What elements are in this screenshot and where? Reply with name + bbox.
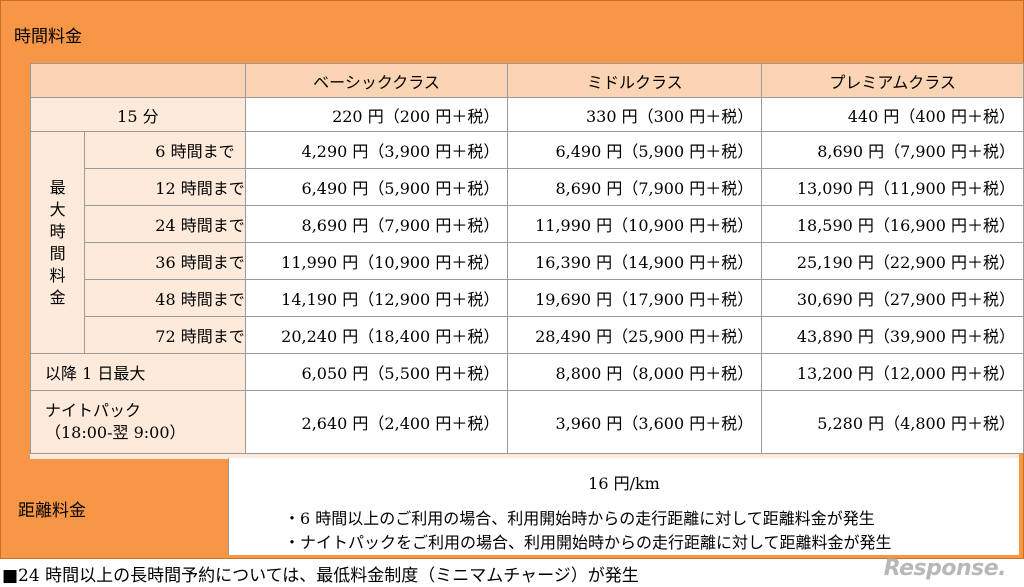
price-cell: 30,690 円（27,900 円＋税） xyxy=(761,279,1024,317)
row-max-24h: 24 時間まで 8,690 円（7,900 円＋税） 11,990 円（10,9… xyxy=(31,205,1024,243)
row-max-48h: 48 時間まで 14,190 円（12,900 円＋税） 19,690 円（17… xyxy=(31,279,1024,317)
row-max-36h: 36 時間まで 11,990 円（10,900 円＋税） 16,390 円（14… xyxy=(31,242,1024,280)
row-max-72h: 72 時間まで 20,240 円（18,400 円＋税） 28,490 円（25… xyxy=(31,316,1024,354)
daily-max-label: 以降 1 日最大 xyxy=(30,353,246,391)
row-label-15min: 15 分 xyxy=(30,97,246,132)
price-cell: 3,960 円（3,600 円＋税） xyxy=(507,390,763,454)
response-watermark-logo: Response. xyxy=(883,556,1007,581)
price-cell: 2,640 円（2,400 円＋税） xyxy=(244,390,509,454)
hourly-fee-table: ベーシッククラス ミドルクラス プレミアムクラス 15 分 220 円（200 … xyxy=(29,63,1024,454)
price-cell: 11,990 円（10,900 円＋税） xyxy=(507,205,763,243)
price-cell: 8,690 円（7,900 円＋税） xyxy=(761,131,1024,169)
row-max-12h: 12 時間まで 6,490 円（5,900 円＋税） 8,690 円（7,900… xyxy=(31,168,1024,206)
price-cell: 8,800 円（8,000 円＋税） xyxy=(507,353,763,391)
price-cell: 5,280 円（4,800 円＋税） xyxy=(761,390,1024,454)
vertical-label-char: 料 xyxy=(49,265,66,285)
duration-label: 12 時間まで xyxy=(84,168,246,206)
header-middle-class: ミドルクラス xyxy=(507,63,763,98)
vertical-label-char: 金 xyxy=(49,287,66,307)
row-15min: 15 分 220 円（200 円＋税） 330 円（300 円＋税） 440 円… xyxy=(30,97,1024,132)
night-pack-hours: （18:00-翌 9:00） xyxy=(45,423,186,442)
price-cell: 6,050 円（5,500 円＋税） xyxy=(244,353,509,391)
price-cell: 4,290 円（3,900 円＋税） xyxy=(244,131,509,169)
duration-label: 36 時間まで xyxy=(84,242,246,280)
duration-label: 48 時間まで xyxy=(84,279,246,317)
price-cell: 6,490 円（5,900 円＋税） xyxy=(507,131,763,169)
price-cell: 13,090 円（11,900 円＋税） xyxy=(761,168,1024,206)
price-cell: 13,200 円（12,000 円＋税） xyxy=(761,353,1024,391)
distance-fee-panel: 16 円/km ・6 時間以上のご利用の場合、利用開始時からの走行距離に対して距… xyxy=(228,458,1019,555)
price-cell: 18,590 円（16,900 円＋税） xyxy=(761,205,1024,243)
price-cell: 16,390 円（14,900 円＋税） xyxy=(507,242,763,280)
price-cell: 6,490 円（5,900 円＋税） xyxy=(244,168,509,206)
duration-label: 6 時間まで xyxy=(84,131,246,169)
night-pack-label: ナイトパック （18:00-翌 9:00） xyxy=(30,390,246,454)
price-cell: 20,240 円（18,400 円＋税） xyxy=(244,316,509,354)
price-cell: 440 円（400 円＋税） xyxy=(761,97,1024,132)
night-pack-name: ナイトパック xyxy=(45,401,142,420)
distance-fee-title: 距離料金 xyxy=(18,501,86,521)
vertical-label-char: 最 xyxy=(49,177,66,197)
distance-rate: 16 円/km xyxy=(588,474,660,493)
table-header-row: ベーシッククラス ミドルクラス プレミアムクラス xyxy=(30,63,1024,98)
header-premium-class: プレミアムクラス xyxy=(761,63,1024,98)
row-daily-max: 以降 1 日最大 6,050 円（5,500 円＋税） 8,800 円（8,00… xyxy=(30,353,1024,391)
header-corner xyxy=(30,63,246,98)
hourly-fee-title: 時間料金 xyxy=(14,27,82,47)
vertical-label-char: 間 xyxy=(49,243,66,263)
header-basic-class: ベーシッククラス xyxy=(244,63,509,98)
minimum-charge-note: ■24 時間以上の長時間予約については、最低料金制度（ミニマムチャージ）が発生 xyxy=(2,566,639,586)
row-night-pack: ナイトパック （18:00-翌 9:00） 2,640 円（2,400 円＋税）… xyxy=(30,390,1024,454)
vertical-label-char: 時 xyxy=(49,221,66,241)
price-cell: 28,490 円（25,900 円＋税） xyxy=(507,316,763,354)
price-cell: 8,690 円（7,900 円＋税） xyxy=(244,205,509,243)
duration-label: 72 時間まで xyxy=(84,316,246,354)
price-cell: 25,190 円（22,900 円＋税） xyxy=(761,242,1024,280)
price-cell: 330 円（300 円＋税） xyxy=(507,97,763,132)
price-cell: 43,890 円（39,900 円＋税） xyxy=(761,316,1024,354)
price-cell: 14,190 円（12,900 円＋税） xyxy=(244,279,509,317)
distance-note: ・6 時間以上のご利用の場合、利用開始時からの走行距離に対して距離料金が発生 xyxy=(284,509,875,528)
row-max-6h: 最 大 時 間 料 金 6 時間まで 4,290 円（3,900 円＋税） 6,… xyxy=(29,131,1024,354)
price-cell: 19,690 円（17,900 円＋税） xyxy=(507,279,763,317)
price-cell: 220 円（200 円＋税） xyxy=(244,97,509,132)
distance-note: ・ナイトパックをご利用の場合、利用開始時からの走行距離に対して距離料金が発生 xyxy=(284,533,892,552)
price-cell: 11,990 円（10,900 円＋税） xyxy=(244,242,509,280)
vertical-label-char: 大 xyxy=(49,199,66,219)
price-cell: 8,690 円（7,900 円＋税） xyxy=(507,168,763,206)
duration-label: 24 時間まで xyxy=(84,205,246,243)
max-time-fee-label: 最 大 時 間 料 金 xyxy=(29,131,86,354)
